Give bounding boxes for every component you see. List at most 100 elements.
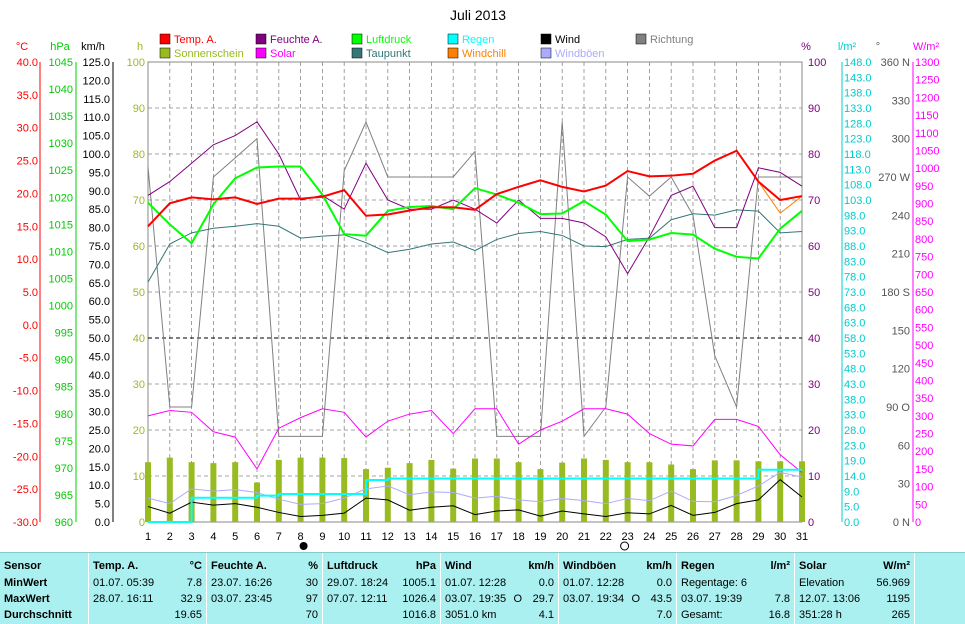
pressure-axis-tick-label: 1015	[49, 219, 73, 231]
solar-axis-tick-label: 1300	[915, 57, 939, 69]
temp-axis-tick-label: 40.0	[17, 57, 38, 69]
temp-axis-tick-label: -15.0	[13, 418, 38, 430]
sunshine-bar	[363, 469, 369, 522]
x-tick-label: 31	[796, 531, 808, 543]
sunshine-bar	[755, 461, 762, 522]
wind-axis-tick-label: 100.0	[82, 149, 110, 161]
stats-header-gust: Windböen	[563, 560, 617, 572]
sun-axis-tick-label: 10	[133, 471, 145, 483]
rain-axis-tick-label: 98.0	[844, 210, 865, 222]
stats-rain-max: 7.8	[774, 593, 790, 605]
humidity-axis-tick-label: 90	[808, 103, 820, 115]
stats-header-rain: Regen	[681, 560, 715, 572]
stats-humidity-min: 30	[305, 577, 318, 589]
x-tick-label: 17	[491, 531, 503, 543]
stats-gust-max-dir: O	[631, 593, 640, 605]
solar-axis-tick-label: 1100	[915, 128, 939, 140]
wind-axis-tick-label: 120.0	[82, 75, 110, 87]
x-tick-label: 11	[360, 531, 371, 543]
temp-axis-tick-label: -30.0	[13, 517, 38, 529]
legend-label: Temp. A.	[174, 34, 217, 46]
full-moon-icon	[299, 542, 308, 550]
rain-axis-tick-label: 78.0	[844, 272, 865, 284]
x-tick-label: 28	[730, 531, 742, 543]
legend-swatch	[255, 33, 267, 45]
humidity-unit-label: %	[801, 41, 811, 53]
legend-label: Wind	[555, 34, 580, 46]
sunshine-bar	[428, 459, 435, 522]
wind-axis-tick-label: 125.0	[82, 57, 110, 69]
pressure-axis-tick-label: 1030	[49, 138, 73, 150]
pressure-axis-tick-label: 1045	[49, 57, 73, 69]
humidity-axis-tick-label: 70	[808, 195, 820, 207]
temp-axis-tick-label: 20.0	[17, 188, 38, 200]
x-tick-label: 24	[643, 531, 655, 543]
rain-axis-tick-label: 58.0	[844, 333, 865, 345]
direction-axis-tick-label: 90 O	[886, 402, 910, 414]
x-tick-label: 18	[512, 531, 524, 543]
stats-header-sensor: Sensor	[4, 560, 42, 572]
temp-axis-tick-label: 30.0	[17, 123, 38, 135]
stats-gust-min-time: 01.07. 12:28	[563, 577, 625, 589]
sunshine-bar	[777, 461, 784, 522]
wind-axis-tick-label: 75.0	[89, 241, 110, 253]
legend-swatch	[351, 33, 363, 45]
solar-axis-tick-label: 100	[915, 482, 933, 494]
wind-axis-tick-label: 80.0	[89, 223, 110, 235]
sunshine-bar	[341, 458, 348, 522]
stats-wind-avg: 4.1	[538, 609, 554, 621]
direction-axis-tick-label: 270 W	[878, 172, 910, 184]
stats-rain-max-time: 03.07. 19:39	[681, 593, 743, 605]
pressure-axis-tick-label: 965	[55, 490, 73, 502]
series-line-solar	[147, 408, 803, 473]
solar-axis-tick-label: 950	[915, 181, 933, 193]
sun-axis-tick-label: 20	[133, 425, 145, 437]
legend-label: Windchill	[462, 48, 506, 60]
stats-unit-pressure: hPa	[415, 560, 436, 572]
sun-unit-label: h	[137, 41, 143, 53]
rain-axis-tick-label: 88.0	[844, 241, 865, 253]
x-tick-label: 10	[338, 531, 350, 543]
rain-axis-tick-label: 83.0	[844, 256, 865, 268]
direction-axis-tick-label: 300	[892, 134, 910, 146]
solar-axis-tick-label: 350	[915, 393, 933, 405]
sunshine-bars	[145, 457, 805, 522]
rain-axis-tick-label: 128.0	[844, 118, 872, 130]
legend-label: Sonnenschein	[174, 48, 244, 60]
x-tick-label: 21	[578, 531, 590, 543]
rain-axis-tick-label: 43.0	[844, 379, 865, 391]
rain-axis-tick-label: 138.0	[844, 88, 872, 100]
series-line-windböen	[147, 471, 803, 505]
series-line-taupunkt	[147, 209, 803, 283]
new-moon-icon	[620, 541, 630, 551]
pressure-axis-tick-label: 960	[55, 517, 73, 529]
legend-swatch	[447, 47, 459, 59]
stats-solar-max: 1195	[886, 593, 910, 605]
stats-gust-column: Windböen km/h 01.07. 12:28 0.0 03.07. 19:3…	[558, 553, 676, 624]
rain-axis-tick-label: 5.0	[844, 502, 859, 514]
stats-humidity-column: Feuchte A.% 23.07. 16:26 30 03.07. 23:45 9…	[206, 553, 322, 624]
solar-axis-tick-label: 550	[915, 322, 933, 334]
rain-axis-tick-label: 73.0	[844, 287, 865, 299]
sunshine-bar	[624, 462, 631, 522]
sun-axis-tick-label: 100	[127, 57, 145, 69]
stats-wind-column: Wind km/h 01.07. 12:28 0.0 03.07. 19:35 O 29…	[440, 553, 558, 624]
stats-pressure-avg: 1016.8	[402, 609, 436, 621]
solar-axis-tick-label: 300	[915, 411, 933, 423]
wind-axis-tick-label: 65.0	[89, 278, 110, 290]
pressure-axis-tick-label: 1040	[49, 84, 73, 96]
wind-axis-tick-label: 50.0	[89, 333, 110, 345]
pressure-axis-tick-label: 1025	[49, 165, 73, 177]
stats-temp-column: Temp. A. °C 01.07. 05:39 7.8 28.07. 16:11 3…	[88, 553, 206, 624]
rain-axis-tick-label: 9.0	[844, 486, 859, 498]
rain-axis-tick-label: 0.0	[844, 517, 859, 529]
x-tick-label: 26	[687, 531, 699, 543]
statistics-table: Sensor MinWert MaxWert Durchschnitt Temp…	[0, 552, 965, 624]
stats-solar-elevation-label: Elevation	[799, 577, 845, 589]
sunshine-bar	[537, 469, 544, 522]
stats-sensor-column: Sensor MinWert MaxWert Durchschnitt	[0, 553, 88, 624]
solar-axis-tick-label: 1250	[915, 75, 939, 87]
stats-temp-min-time: 01.07. 05:39	[93, 577, 155, 589]
x-tick-label: 8	[298, 531, 304, 543]
stats-solar-duration: 351:28 h	[799, 609, 842, 621]
